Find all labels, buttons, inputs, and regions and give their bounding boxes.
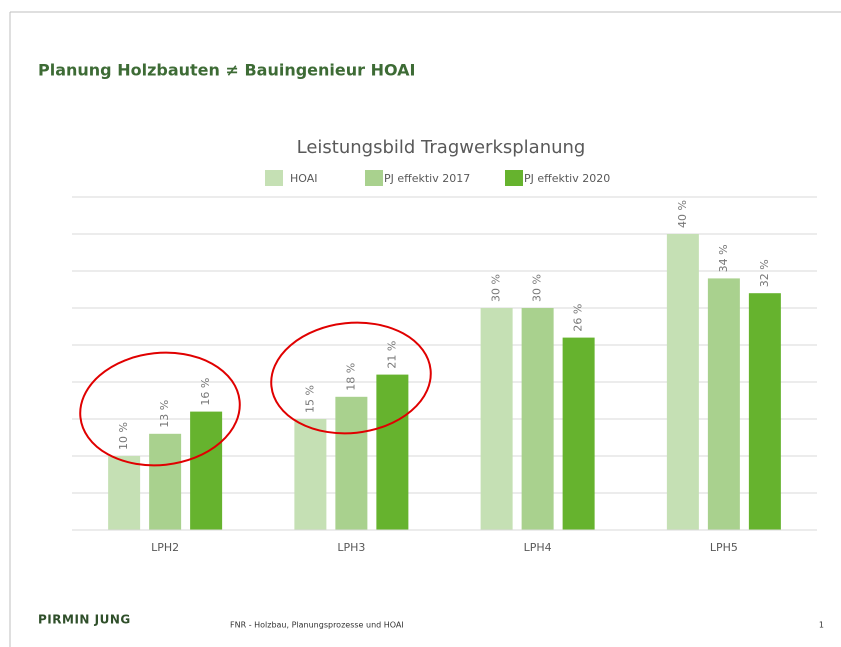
x-tick-label: LPH4 (524, 541, 552, 554)
highlight-ellipse (270, 321, 432, 435)
value-label: 21 % (385, 341, 398, 369)
bar (748, 293, 781, 530)
bar (707, 278, 740, 530)
bar (562, 337, 595, 530)
value-label: 30 % (531, 274, 544, 302)
value-label: 16 % (199, 378, 212, 406)
value-label: 32 % (758, 259, 771, 287)
bar (666, 234, 699, 530)
page-number: 1 (819, 621, 824, 630)
bar (294, 419, 327, 530)
chart-title: Leistungsbild Tragwerksplanung (297, 137, 586, 158)
highlight-ellipse (79, 351, 241, 467)
value-label: 15 % (303, 385, 316, 413)
bar (190, 411, 223, 530)
value-label: 30 % (490, 274, 503, 302)
value-label: 34 % (717, 244, 730, 272)
bar (108, 456, 141, 530)
value-label: 40 % (676, 200, 689, 228)
value-label: 18 % (344, 363, 357, 391)
legend-swatch (505, 170, 523, 186)
legend-label: HOAI (290, 172, 318, 185)
bar (335, 396, 368, 530)
x-tick-label: LPH5 (710, 541, 738, 554)
bar (376, 374, 409, 530)
legend-label: PJ effektiv 2020 (524, 172, 610, 185)
bar (521, 308, 554, 530)
footer: FNR - Holzbau, Planungsprozesse und HOAI (230, 621, 404, 630)
value-label: 13 % (158, 400, 171, 428)
x-tick-label: LPH2 (151, 541, 179, 554)
x-tick-label: LPH3 (337, 541, 365, 554)
bar (149, 433, 182, 530)
legend-label: PJ effektiv 2017 (384, 172, 470, 185)
bar (480, 308, 513, 530)
slide-title: Planung Holzbauten ≠ Bauingenieur HOAI (38, 61, 416, 80)
value-label: 26 % (572, 304, 585, 332)
legend-swatch (365, 170, 383, 186)
legend-swatch (265, 170, 283, 186)
logo: PIRMIN JUNG (38, 613, 131, 627)
value-label: 10 % (117, 422, 130, 450)
